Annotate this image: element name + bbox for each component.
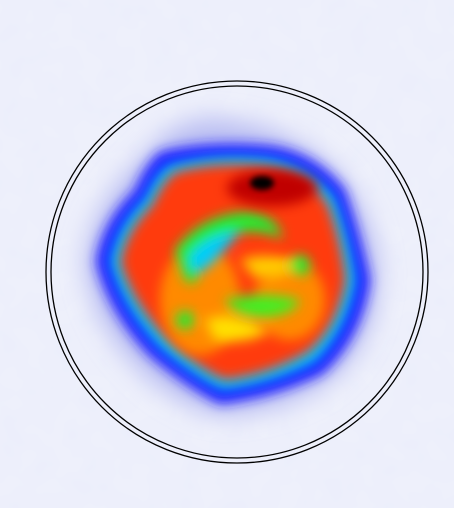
inner-ring — [50, 85, 424, 459]
outer-ring — [45, 80, 429, 464]
hot-spot — [227, 170, 317, 206]
blob-inner — [175, 212, 310, 342]
